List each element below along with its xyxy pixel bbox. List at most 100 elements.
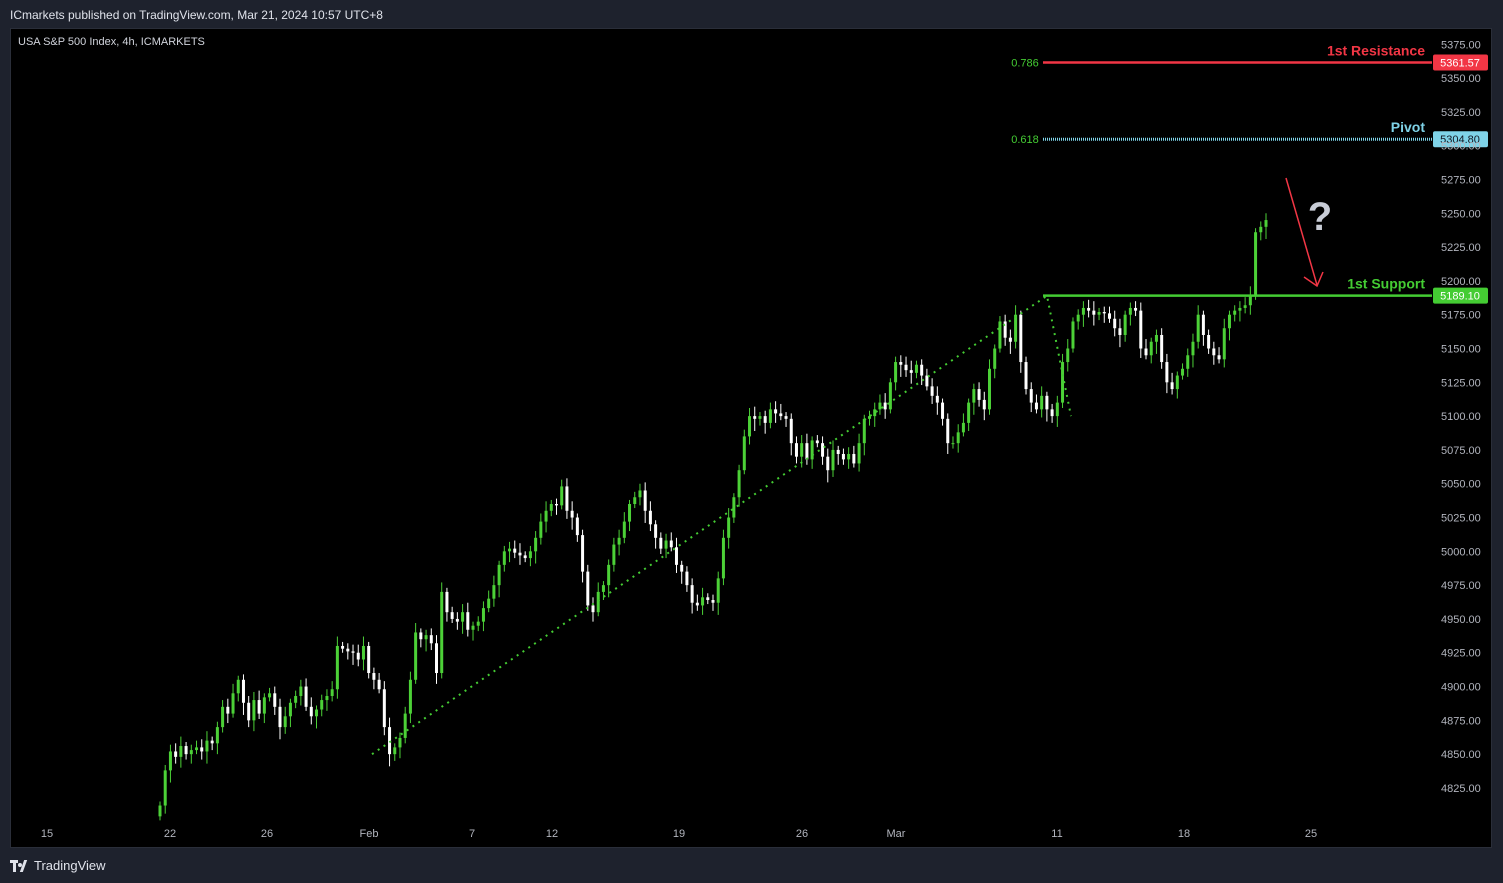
symbol-info[interactable]: USA S&P 500 Index, 4h, ICMARKETS [18,36,205,48]
candle-body [554,504,558,506]
candle-body [450,612,454,619]
candle-body [643,490,647,511]
candle-body [1186,355,1190,369]
candle-body [904,364,908,371]
candle-body [429,635,433,644]
price-badge [1433,131,1488,148]
candle-body [1238,307,1242,311]
candle-body [711,600,715,603]
tradingview-brand: TradingView [34,858,106,873]
candle-body [1107,313,1111,319]
candle-body [648,510,652,525]
candle-body [215,727,219,744]
y-tick-label: 5175.00 [1441,310,1481,322]
y-tick-label: 5350.00 [1441,73,1481,85]
fib-trendline [371,294,1072,755]
x-tick-label: 12 [546,828,558,840]
candle-body [581,535,585,572]
candle-body [398,737,402,748]
footer-bar [0,848,1503,883]
candle-body [988,368,991,410]
candle-body [393,747,397,755]
candle-body [1207,334,1211,349]
price-badge [1433,54,1488,71]
candle-body [821,443,825,457]
candle-body [763,416,767,423]
x-tick-label: 18 [1178,828,1190,840]
candle-body [930,386,934,396]
candle-body [570,510,574,518]
price-badge [1433,287,1488,304]
candle-body [184,746,188,755]
candle-body [941,402,945,419]
candle-body [481,608,485,622]
candle-body [680,564,684,572]
y-tick-label: 5050.00 [1441,479,1481,491]
candle-body [1040,395,1044,410]
candle-body [841,453,845,460]
candle-body [701,597,705,606]
candle-body [424,635,428,640]
candle-body [925,375,929,387]
x-tick-label: Feb [360,828,379,840]
candle-body [1014,314,1018,342]
candle-body [523,555,527,559]
y-tick-label: 5300.00 [1441,141,1481,153]
arrow-head-icon [1303,271,1324,288]
candle-body [935,395,939,403]
candle-body [257,700,261,714]
candle-body [1097,312,1101,315]
levels-layer: 0.786 1st Resistance 5361.57 0.618 Pivot 5304… [1011,42,1488,304]
y-tick-label: 5125.00 [1441,377,1481,389]
candle-body [727,517,731,538]
candle-body [330,689,334,697]
candle-body [419,632,423,640]
candle-body [961,422,965,433]
candle-body [382,689,386,728]
chart-frame[interactable] [10,28,1492,848]
y-tick-label: 4950.00 [1441,614,1481,626]
y-tick-label: 5075.00 [1441,445,1481,457]
candle-body [377,679,381,690]
candle-body [539,521,543,538]
candle-body [1181,368,1185,376]
y-tick-label: 4875.00 [1441,715,1481,727]
tradingview-logo[interactable]: TradingView [10,858,106,873]
candle-body [1102,312,1106,314]
candle-body [455,618,459,622]
candle-body [414,632,418,680]
candle-body [565,486,569,511]
candle-body [1139,310,1143,349]
candle-body [534,537,538,552]
candle-body [774,409,778,414]
candle-body [351,651,355,653]
candle-body [878,402,882,410]
candle-body [794,443,798,457]
candle-body [779,413,783,417]
candle-body [288,702,292,717]
candle-body [518,552,522,556]
candle-body [805,443,809,460]
candle-body [294,696,298,703]
candle-body [607,564,611,586]
candle-body [748,416,752,437]
candle-body [163,770,167,806]
top-bar [0,0,1503,28]
candle-body [1175,375,1179,390]
price-badge-label: 5361.57 [1440,57,1480,69]
y-tick-label: 4900.00 [1441,682,1481,694]
candle-body [247,702,251,721]
published-caption: ICmarkets published on TradingView.com, … [10,8,383,22]
candle-body [1243,305,1247,308]
candle-body [1144,348,1148,356]
candle-body [956,432,960,444]
candle-body [674,547,678,565]
candle-body [716,578,720,603]
down-arrow-icon [1285,177,1318,286]
candle-body [1254,232,1258,296]
candle-body [278,706,282,728]
candle-body [1061,362,1065,403]
candle-body [226,706,230,714]
candle-body [664,540,668,549]
